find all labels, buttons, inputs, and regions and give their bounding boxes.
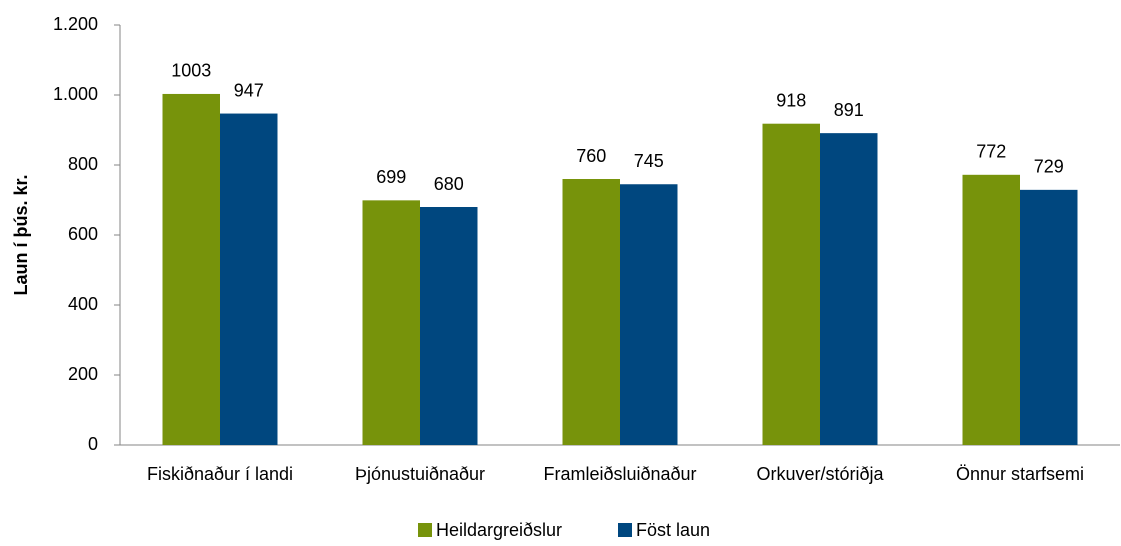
legend-swatch	[418, 523, 432, 537]
x-tick-label: Þjónustuiðnaður	[355, 464, 485, 484]
data-label: 745	[634, 151, 664, 171]
bar	[1020, 189, 1078, 445]
data-label: 729	[1034, 157, 1064, 177]
data-label: 918	[776, 90, 806, 110]
bar	[420, 207, 478, 445]
legend-label: Heildargreiðslur	[436, 520, 562, 540]
bar	[362, 200, 420, 445]
data-label: 772	[976, 142, 1006, 162]
bar	[820, 133, 878, 445]
bar	[162, 93, 220, 445]
y-tick-label: 600	[68, 224, 98, 244]
data-label: 947	[234, 80, 264, 100]
x-tick-label: Framleiðsluiðnaður	[543, 464, 696, 484]
data-label: 1003	[171, 61, 211, 81]
data-label: 680	[434, 174, 464, 194]
bar	[762, 123, 820, 445]
data-label: 699	[376, 167, 406, 187]
y-tick-label: 400	[68, 294, 98, 314]
legend-swatch	[618, 523, 632, 537]
bar	[562, 179, 620, 445]
y-tick-label: 1.000	[53, 84, 98, 104]
x-tick-label: Fiskiðnaður í landi	[147, 464, 293, 484]
bar	[962, 174, 1020, 446]
x-tick-label: Önnur starfsemi	[956, 464, 1084, 484]
legend-label: Föst laun	[636, 520, 710, 540]
data-label: 891	[834, 100, 864, 120]
y-tick-label: 0	[88, 434, 98, 454]
y-tick-label: 1.200	[53, 14, 98, 34]
bar	[220, 113, 278, 446]
y-tick-label: 200	[68, 364, 98, 384]
x-tick-label: Orkuver/stóriðja	[756, 464, 884, 484]
y-tick-label: 800	[68, 154, 98, 174]
bar	[620, 184, 678, 445]
data-label: 760	[576, 146, 606, 166]
y-axis-label: Laun í þús. kr.	[11, 174, 31, 295]
